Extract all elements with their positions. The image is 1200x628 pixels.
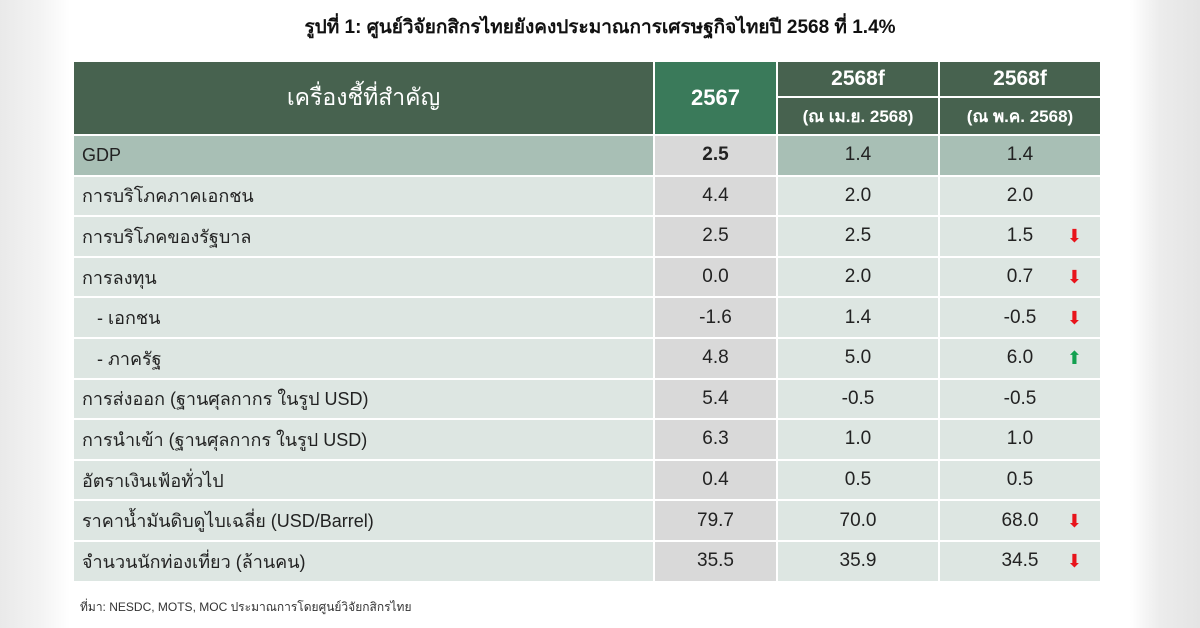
row-label: จำนวนนักท่องเที่ยว (ล้านคน) [72, 539, 655, 583]
table-row: - เอกชน -1.6 1.4 -0.5 ⬇ [72, 296, 1102, 339]
value-2568f-apr: -0.5 [776, 377, 940, 421]
value-2568f-apr: 1.4 [776, 134, 940, 177]
value-2567: 35.5 [653, 539, 778, 583]
forecast-table: เครื่องชี้ที่สำคัญ 2567 2568f 2568f (ณ เ… [72, 60, 1102, 583]
value-2568f-apr: 2.0 [776, 255, 940, 299]
header-2568f-may: 2568f [938, 60, 1102, 98]
value-2568f-apr: 0.5 [776, 458, 940, 502]
value-2568f-apr: 2.0 [776, 174, 940, 218]
value-2568f-apr: 5.0 [776, 336, 940, 380]
header-indicator: เครื่องชี้ที่สำคัญ [72, 60, 655, 136]
table-row: การนำเข้า (ฐานศุลกากร ในรูป USD) 6.3 1.0 1.… [72, 418, 1102, 461]
value-2567: 4.8 [653, 336, 778, 380]
value-2568f-may-cell: 6.0 ⬆ [938, 336, 1102, 380]
table-row: การลงทุน 0.0 2.0 0.7 ⬇ [72, 255, 1102, 299]
row-label: - เอกชน [72, 296, 655, 339]
value-2567: 0.4 [653, 458, 778, 502]
up-arrow-icon: ⬆ [1066, 348, 1082, 369]
value-2568f-may: 0.7 [1006, 266, 1034, 288]
header-apr-sub: (ณ เม.ย. 2568) [776, 96, 940, 136]
value-2568f-apr: 70.0 [776, 499, 940, 542]
header-2568f-apr: 2568f [776, 60, 940, 98]
value-2568f-apr: 1.0 [776, 418, 940, 461]
value-2567: 2.5 [653, 134, 778, 177]
value-2568f-may: 6.0 [1006, 347, 1034, 369]
value-2568f-may-cell: -0.5 [938, 377, 1102, 421]
value-2568f-may: 0.5 [1006, 469, 1034, 491]
value-2568f-apr: 35.9 [776, 539, 940, 583]
value-2568f-may-cell: 1.5 ⬇ [938, 215, 1102, 258]
row-label: - ภาครัฐ [72, 336, 655, 380]
value-2568f-may-cell: 1.0 [938, 418, 1102, 461]
table-row: GDP 2.5 1.4 1.4 [72, 134, 1102, 177]
table-row: - ภาครัฐ 4.8 5.0 6.0 ⬆ [72, 336, 1102, 380]
value-2567: 2.5 [653, 215, 778, 258]
header-2567: 2567 [653, 60, 778, 136]
table-row: การส่งออก (ฐานศุลกากร ในรูป USD) 5.4 -0.5-… [72, 377, 1102, 421]
value-2568f-may-cell: -0.5 ⬇ [938, 296, 1102, 339]
row-label: อัตราเงินเฟ้อทั่วไป [72, 458, 655, 502]
value-2567: 5.4 [653, 377, 778, 421]
value-2568f-may: 1.5 [1006, 225, 1034, 247]
value-2568f-may-cell: 1.4 [938, 134, 1102, 177]
table-row: ราคาน้ำมันดิบดูไบเฉลี่ย (USD/Barrel) 79.7… [72, 499, 1102, 542]
down-arrow-icon: ⬇ [1066, 267, 1082, 288]
down-arrow-icon: ⬇ [1066, 226, 1082, 247]
value-2568f-may: 1.0 [1006, 428, 1034, 450]
source-note: ที่มา: NESDC, MOTS, MOC ประมาณการโดยศูนย… [80, 600, 412, 614]
row-label: การลงทุน [72, 255, 655, 299]
value-2567: 4.4 [653, 174, 778, 218]
table-row: การบริโภคของรัฐบาล 2.5 2.5 1.5 ⬇ [72, 215, 1102, 258]
table-row: จำนวนนักท่องเที่ยว (ล้านคน) 35.5 35.9 34.5 ⬇ [72, 539, 1102, 583]
value-2568f-may-cell: 0.5 [938, 458, 1102, 502]
value-2568f-may: -0.5 [1003, 387, 1037, 409]
value-2568f-may: 2.0 [1006, 184, 1034, 206]
figure-title: รูปที่ 1: ศูนย์วิจัยกสิกรไทยยังคงประมาณก… [304, 17, 896, 38]
value-2567: 79.7 [653, 499, 778, 542]
down-arrow-icon: ⬇ [1066, 510, 1082, 531]
row-label: การบริโภคของรัฐบาล [72, 215, 655, 258]
value-2568f-apr: 2.5 [776, 215, 940, 258]
value-2568f-may-cell: 2.0 [938, 174, 1102, 218]
value-2568f-may-cell: 34.5 ⬇ [938, 539, 1102, 583]
header-may-sub: (ณ พ.ค. 2568) [938, 96, 1102, 136]
value-2568f-may: -0.5 [1003, 306, 1037, 328]
value-2568f-may-cell: 0.7 ⬇ [938, 255, 1102, 299]
value-2568f-may-cell: 68.0 ⬇ [938, 499, 1102, 542]
value-2568f-may: 68.0 [1001, 509, 1039, 531]
row-label: การบริโภคภาคเอกชน [72, 174, 655, 218]
value-2567: 6.3 [653, 418, 778, 461]
row-label: ราคาน้ำมันดิบดูไบเฉลี่ย (USD/Barrel) [72, 499, 655, 542]
row-label: GDP [72, 134, 655, 177]
row-label: การส่งออก (ฐานศุลกากร ในรูป USD) [72, 377, 655, 421]
down-arrow-icon: ⬇ [1066, 551, 1082, 572]
table-row: การบริโภคภาคเอกชน 4.4 2.0 2.0 [72, 174, 1102, 218]
value-2567: -1.6 [653, 296, 778, 339]
row-label: การนำเข้า (ฐานศุลกากร ในรูป USD) [72, 418, 655, 461]
down-arrow-icon: ⬇ [1066, 307, 1082, 328]
value-2568f-may: 1.4 [1006, 144, 1034, 166]
value-2567: 0.0 [653, 255, 778, 299]
table-row: อัตราเงินเฟ้อทั่วไป 0.4 0.5 0.5 [72, 458, 1102, 502]
value-2568f-apr: 1.4 [776, 296, 940, 339]
value-2568f-may: 34.5 [1001, 550, 1039, 572]
